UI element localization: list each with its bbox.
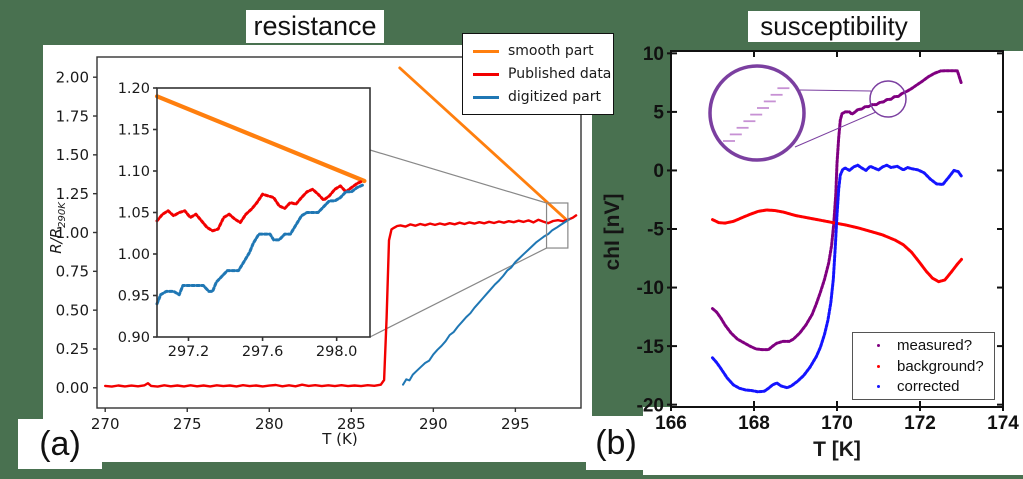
chart-a_main: 270 275 280 285 290 295 0.00 0.25 0.50 0.75 1.00 1.… (56, 56, 582, 433)
legend-label: measured? (897, 336, 973, 354)
magnifier-connector-lower (794, 111, 877, 148)
x-tick-label: 166 (655, 413, 687, 434)
y-tick-label: 2.00 (56, 68, 89, 86)
legend-entry: smooth part (463, 43, 613, 59)
legend-swatch (877, 385, 880, 389)
y-tick-label: 5 (653, 103, 664, 124)
panel-b-yaxis-label: chI [nV] (601, 193, 624, 271)
panel-b-xaxis-label: T [K] (813, 438, 861, 461)
legend-entry: corrected (853, 378, 994, 395)
panel-a-letter: (a) (18, 419, 102, 469)
panel-a-title: resistance (246, 10, 384, 43)
x-tick-label: 280 (255, 415, 284, 433)
series-smooth-part (154, 94, 367, 184)
legend-entry: Published data (463, 66, 613, 82)
y-tick-label: 0.75 (56, 263, 89, 281)
series-digitized-part (155, 183, 365, 306)
y-tick-label: 1.50 (56, 146, 89, 164)
y-tick-label: -20 (637, 395, 664, 416)
panel-b-legend: measured? background? corrected (852, 332, 995, 400)
chart-b: 166 168 170 172 174 10 5 0 -5 -10 -15 -20 (637, 44, 1020, 434)
panel-a-xaxis-label: T (K) (322, 430, 358, 448)
y-tick-label: 1.20 (118, 81, 150, 97)
x-tick-label: 174 (987, 413, 1019, 434)
y-tick-label: 0.25 (56, 340, 89, 358)
y-tick-label: -10 (637, 278, 664, 299)
series-smooth-part (398, 66, 567, 221)
x-tick-label: 172 (904, 413, 936, 434)
y-tick-label: 1.05 (118, 206, 150, 222)
x-tick-label: 275 (173, 415, 202, 433)
series-published-data (155, 179, 365, 233)
y-tick-label: 1.10 (118, 164, 150, 180)
legend-label: smooth part (508, 43, 594, 59)
series-background- (711, 208, 963, 284)
x-tick-label: 170 (821, 413, 853, 434)
magnifier-target-circle (869, 80, 907, 118)
magnifier-circle-icon (708, 64, 806, 162)
panel-b-bottom-margin (643, 407, 673, 475)
chart-a_inset: 297.2 297.6 298.0 0.90 0.95 1.00 1.05 1.10 1.15 1… (118, 81, 371, 360)
panel-b-title: susceptibility (748, 11, 920, 42)
legend-label: Published data (508, 66, 612, 82)
x-tick-label: 297.6 (242, 344, 284, 360)
y-tick-label: 10 (643, 44, 664, 65)
y-tick-label: -5 (647, 220, 664, 241)
y-tick-label: 1.15 (118, 123, 150, 139)
ylabel-a-text: R/R (47, 227, 65, 254)
x-tick-label: 290 (419, 415, 448, 433)
legend-label: corrected (897, 378, 960, 396)
y-tick-label: -15 (637, 337, 665, 358)
y-tick-label: 0.90 (118, 330, 150, 346)
y-tick-label: 0.95 (118, 289, 150, 305)
x-tick-label: 285 (337, 415, 366, 433)
legend-swatch (473, 95, 499, 99)
legend-label: background? (897, 357, 984, 375)
panel-a-legend: smooth part Published data digitized part (462, 33, 614, 115)
x-tick-label: 168 (738, 413, 770, 434)
zoom-connector-upper (369, 149, 547, 204)
legend-swatch (473, 72, 499, 76)
legend-swatch (877, 364, 880, 368)
x-tick-label: 295 (501, 415, 530, 433)
legend-entry: background? (853, 358, 994, 375)
x-tick-label: 270 (91, 415, 120, 433)
series-published-data (103, 214, 578, 388)
y-tick-label: 0 (653, 161, 664, 182)
panel-a-yaxis-label: R/R290K (47, 183, 68, 273)
legend-entry: digitized part (463, 89, 613, 105)
y-tick-label: 1.00 (56, 224, 89, 242)
ylabel-a-subscript: 290K (57, 202, 68, 228)
zoom-connector-lower (369, 247, 547, 338)
y-tick-label: 1.75 (56, 107, 89, 125)
legend-entry: measured? (853, 337, 994, 354)
y-tick-label: 0.50 (56, 301, 89, 319)
panel-b-letter: (b) (586, 416, 646, 470)
series-digitized-part (402, 218, 571, 386)
legend-label: digitized part (508, 89, 601, 105)
axes-frame (156, 87, 371, 338)
x-tick-label: 297.2 (168, 344, 210, 360)
legend-swatch (877, 343, 880, 347)
x-tick-label: 298.0 (316, 344, 358, 360)
series-measured- (711, 69, 963, 352)
y-tick-label: 1.25 (56, 185, 89, 203)
magnifier-connector-upper (799, 89, 872, 92)
series-corrected (711, 163, 963, 394)
legend-swatch (473, 49, 499, 53)
y-tick-label: 1.00 (118, 247, 150, 263)
zoom-indicator-rect (545, 202, 569, 249)
y-tick-label: 0.00 (56, 379, 89, 397)
